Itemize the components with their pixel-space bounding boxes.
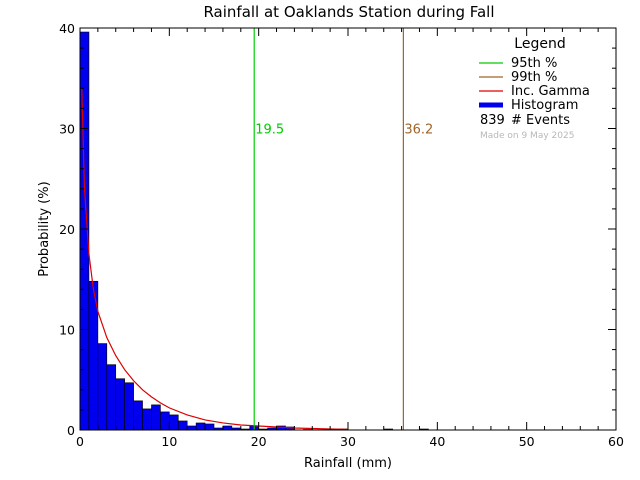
axis-ticks: 0 10 20 30 40 50 60 0 10 20 30 40 — [59, 21, 624, 449]
y-tick-label: 20 — [59, 222, 75, 237]
legend-title: Legend — [514, 36, 565, 52]
x-tick-label: 30 — [340, 434, 356, 449]
histogram-bar — [222, 425, 233, 431]
legend-label-histogram: Histogram — [511, 98, 578, 113]
histogram-bar — [97, 343, 108, 431]
x-tick-label: 20 — [251, 434, 267, 449]
x-tick-label: 50 — [519, 434, 535, 449]
events-count: 839 — [480, 113, 505, 128]
x-axis-label: Rainfall (mm) — [304, 456, 392, 471]
histogram-bar — [115, 378, 125, 431]
y-tick-label: 30 — [59, 122, 75, 137]
percentile-99-label: 36.2 — [404, 123, 433, 138]
legend-label-gamma: Inc. Gamma — [511, 84, 590, 99]
y-axis-label: Probability (%) — [37, 181, 52, 276]
histogram-bar — [169, 414, 179, 431]
percentile-95-label: 19.5 — [255, 123, 284, 138]
made-on-note: Made on 9 May 2025 — [480, 131, 574, 141]
legend-label-99: 99th % — [511, 70, 557, 85]
y-tick-label: 40 — [59, 21, 75, 36]
x-tick-label: 0 — [76, 434, 84, 449]
x-tick-label: 40 — [429, 434, 445, 449]
x-tick-label: 60 — [608, 434, 624, 449]
chart-title: Rainfall at Oaklands Station during Fall — [203, 3, 494, 21]
histogram-bar — [106, 364, 117, 431]
histogram-bar — [177, 420, 188, 431]
histogram-bar — [124, 382, 134, 431]
legend-label-95: 95th % — [511, 56, 557, 71]
histogram-bar — [151, 404, 161, 431]
histogram-bar — [133, 400, 143, 431]
histogram-bars — [79, 31, 429, 431]
histogram-bar — [160, 411, 170, 431]
y-tick-label: 10 — [59, 323, 75, 338]
histogram-bar — [204, 423, 215, 431]
histogram-bar — [142, 408, 152, 431]
histogram-bar — [195, 422, 206, 431]
histogram-bar — [186, 425, 197, 431]
legend: Legend 95th % 99th % Inc. Gamma Histogra… — [479, 36, 590, 141]
events-label: # Events — [511, 113, 570, 128]
gamma-curve — [81, 88, 349, 430]
y-tick-label: 0 — [67, 423, 75, 438]
x-tick-label: 10 — [161, 434, 177, 449]
